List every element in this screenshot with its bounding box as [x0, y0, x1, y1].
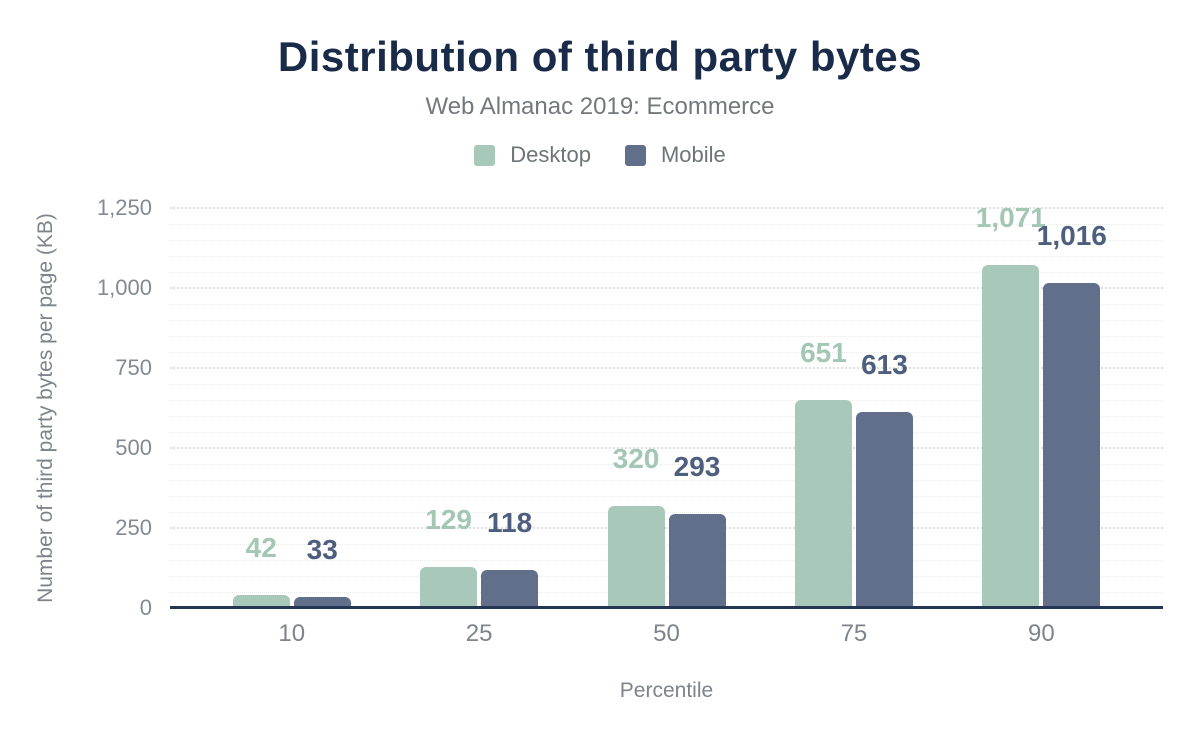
- major-gridline-1000: [170, 287, 1163, 289]
- bar-wrap-mobile-p25: 118: [481, 509, 539, 608]
- minor-gridline-700: [170, 384, 1163, 385]
- bar-group-p25: 129 118: [385, 208, 572, 608]
- minor-gridline-50: [170, 592, 1163, 593]
- bar-value-label-desktop-p10: 42: [245, 531, 277, 563]
- x-tick-label-90: 90: [1027, 620, 1055, 647]
- bar-value-label-desktop-p90: 1,071: [975, 202, 1046, 234]
- minor-gridline-1200: [170, 224, 1163, 225]
- major-gridline-1250: [170, 207, 1163, 209]
- x-tick-label-75: 75: [840, 620, 868, 647]
- bar-wrap-desktop-p90: 1,071: [976, 204, 1046, 608]
- minor-gridline-550: [170, 432, 1163, 433]
- x-tick-label-50: 50: [653, 620, 680, 647]
- bar-value-label-mobile-p25: 118: [487, 507, 533, 539]
- major-gridline-750: [170, 367, 1163, 369]
- bar-wrap-mobile-p50: 293: [668, 453, 726, 608]
- bar-mobile-p75: [855, 411, 913, 608]
- y-axis-ticks: 0 250 500 750 1,000 1,250: [0, 197, 152, 619]
- bar-value-label-desktop-p75: 651: [800, 336, 847, 368]
- bar-desktop-p25: [420, 566, 478, 608]
- minor-gridline-1100: [170, 256, 1163, 257]
- bar-mobile-p90: [1043, 282, 1101, 608]
- bar-group-p90: 1,071 1,016: [948, 204, 1135, 608]
- x-axis-title: Percentile: [619, 679, 714, 702]
- bar-group-p50: 320 293: [573, 208, 760, 608]
- bar-value-label-mobile-p10: 33: [306, 534, 338, 566]
- x-axis-ticks: 10 25 50 75 90: [170, 620, 1163, 648]
- bar-wrap-desktop-p75: 651: [794, 338, 852, 608]
- bar-wrap-mobile-p90: 1,016: [1037, 221, 1107, 608]
- minor-gridline-950: [170, 304, 1163, 305]
- bar-wrap-mobile-p75: 613: [855, 350, 913, 608]
- bar-wrap-desktop-p25: 129: [420, 505, 478, 608]
- x-axis-baseline: [170, 606, 1163, 609]
- minor-gridline-850: [170, 336, 1163, 337]
- minor-gridline-450: [170, 464, 1163, 465]
- bar-mobile-p50: [668, 514, 726, 608]
- major-gridline-250: [170, 527, 1163, 529]
- minor-gridline-1050: [170, 272, 1163, 273]
- minor-gridline-350: [170, 496, 1163, 497]
- bar-value-label-mobile-p75: 613: [861, 348, 908, 380]
- bar-desktop-p90: [982, 265, 1040, 608]
- y-tick-label-250: 250: [115, 515, 152, 540]
- chart-subtitle: Web Almanac 2019: Ecommerce: [425, 93, 775, 120]
- y-tick-label-0: 0: [139, 595, 152, 620]
- bar-value-label-mobile-p50: 293: [673, 451, 721, 483]
- legend-item-desktop: Desktop: [474, 142, 591, 168]
- x-tick-label-10: 10: [278, 620, 306, 647]
- major-gridline-500: [170, 447, 1163, 449]
- bar-value-label-mobile-p90: 1,016: [1036, 219, 1107, 251]
- legend-swatch-desktop: [474, 144, 496, 166]
- chart-title: Distribution of third party bytes: [277, 33, 923, 80]
- minor-gridline-1150: [170, 240, 1163, 241]
- minor-gridline-150: [170, 560, 1163, 561]
- bar-groups: 42 33 129 118 320 293 651 613 1,071 1,016: [170, 204, 1163, 608]
- y-tick-label-750: 750: [115, 355, 152, 380]
- bar-value-label-desktop-p50: 320: [612, 442, 660, 474]
- bar-value-label-desktop-p25: 129: [425, 503, 472, 535]
- bar-mobile-p25: [481, 570, 539, 608]
- minor-gridline-400: [170, 480, 1163, 481]
- minor-gridline-300: [170, 512, 1163, 513]
- legend: Desktop Mobile: [0, 142, 1200, 168]
- minor-gridline-100: [170, 576, 1163, 577]
- minor-gridline-600: [170, 416, 1163, 417]
- legend-label-desktop: Desktop: [510, 142, 591, 167]
- bar-mobile-p10: [293, 597, 351, 608]
- minor-gridline-800: [170, 352, 1163, 353]
- x-tick-label-25: 25: [465, 620, 493, 647]
- legend-label-mobile: Mobile: [660, 142, 726, 167]
- minor-gridline-200: [170, 544, 1163, 545]
- y-tick-label-1250: 1,250: [96, 195, 152, 220]
- legend-item-mobile: Mobile: [624, 142, 726, 168]
- bar-wrap-desktop-p50: 320: [607, 444, 665, 608]
- y-tick-label-500: 500: [115, 435, 152, 460]
- bar-group-p75: 651 613: [760, 208, 947, 608]
- bar-wrap-desktop-p10: 42: [232, 533, 290, 608]
- legend-swatch-mobile: [624, 144, 646, 166]
- bar-group-p10: 42 33: [198, 208, 385, 608]
- plot-area: 42 33 129 118 320 293 651 613 1,071 1,016: [170, 204, 1163, 609]
- minor-gridline-900: [170, 320, 1163, 321]
- minor-gridline-650: [170, 400, 1163, 401]
- bar-desktop-p75: [794, 399, 852, 608]
- y-tick-label-1000: 1,000: [96, 275, 152, 300]
- bar-wrap-mobile-p10: 33: [293, 536, 351, 608]
- bar-desktop-p50: [607, 505, 665, 608]
- bar-desktop-p10: [232, 594, 290, 608]
